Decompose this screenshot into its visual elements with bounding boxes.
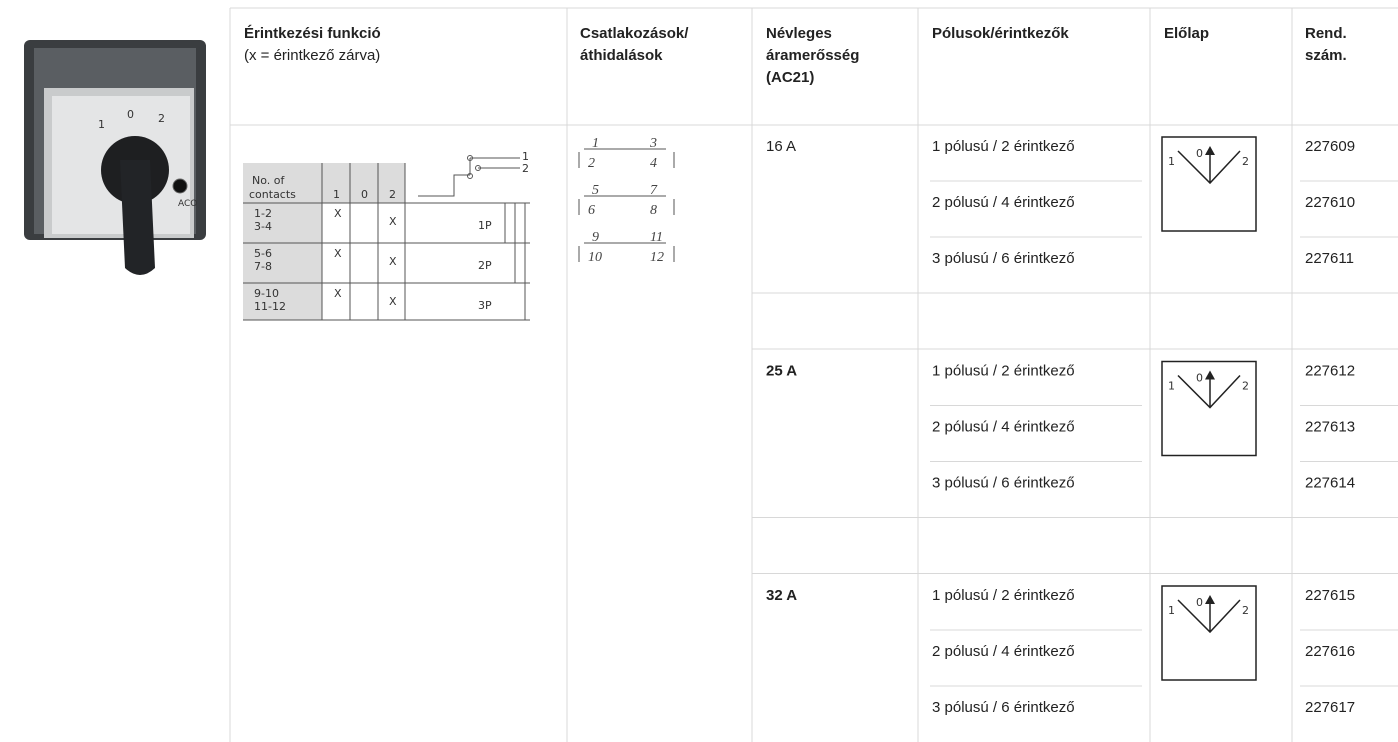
- header-order: szám.: [1305, 47, 1347, 64]
- current-label: 32 A: [766, 587, 797, 604]
- switch-label: 2: [522, 162, 529, 175]
- header-current: (AC21): [766, 69, 814, 86]
- front-plate-label: 0: [1196, 372, 1203, 385]
- contact-mark: X: [389, 255, 397, 268]
- terminal-frame: [578, 152, 675, 168]
- terminal-label: 8: [650, 203, 657, 218]
- header-connections: áthidalások: [580, 47, 663, 64]
- terminal-label: 2: [588, 156, 595, 171]
- order-number: 227610: [1305, 194, 1355, 211]
- front-plate-label: 2: [1242, 380, 1249, 393]
- header-poles: Pólusok/érintkezők: [932, 25, 1069, 42]
- order-number: 227609: [1305, 138, 1355, 155]
- function-diagram: [243, 155, 530, 321]
- product-image: 1 0 2 ACO: [24, 40, 206, 275]
- order-number: 227617: [1305, 699, 1355, 716]
- front-plate-label: 1: [1168, 604, 1175, 617]
- header-current: áramerősség: [766, 47, 859, 64]
- dial-label: 0: [127, 108, 134, 121]
- header-function: Érintkezési funkció: [244, 25, 381, 42]
- position-label: 2: [389, 188, 396, 201]
- header-current: Névleges: [766, 25, 832, 42]
- front-plate-arrow: [1205, 146, 1215, 155]
- order-number: 227613: [1305, 419, 1355, 436]
- poles-text: 3 pólusú / 6 érintkező: [932, 699, 1075, 716]
- front-plate-label: 0: [1196, 147, 1203, 160]
- dial-label: 1: [98, 118, 105, 131]
- contact-label: 9-10: [254, 287, 279, 300]
- terminal-label: 1: [592, 136, 599, 151]
- contact-label: 11-12: [254, 300, 286, 313]
- contact-mark: X: [389, 295, 397, 308]
- poles-text: 1 pólusú / 2 érintkező: [932, 138, 1075, 155]
- front-plate: [1161, 136, 1257, 232]
- current-label: 16 A: [766, 138, 796, 155]
- terminal-label: 3: [649, 136, 657, 151]
- dial-label: 2: [158, 112, 165, 125]
- contact-mark: X: [389, 215, 397, 228]
- contact-label: 5-6: [254, 247, 272, 260]
- contact-mark: X: [334, 247, 342, 260]
- pole-label: 1P: [478, 219, 492, 232]
- poles-text: 2 pólusú / 4 érintkező: [932, 419, 1075, 436]
- contact-label: 7-8: [254, 260, 272, 273]
- contact-label: 3-4: [254, 220, 272, 233]
- order-number: 227614: [1305, 475, 1355, 492]
- front-plate-label: 1: [1168, 155, 1175, 168]
- front-plate-label: 0: [1196, 596, 1203, 609]
- terminal-label: 5: [592, 183, 599, 198]
- current-label: 25 A: [766, 363, 797, 380]
- header-front: Előlap: [1164, 25, 1209, 42]
- poles-text: 2 pólusú / 4 érintkező: [932, 194, 1075, 211]
- front-plate-label: 2: [1242, 604, 1249, 617]
- contact-mark: X: [334, 287, 342, 300]
- front-plate-label: 2: [1242, 155, 1249, 168]
- pole-label: 3P: [478, 299, 492, 312]
- terminal-label: 9: [592, 230, 599, 245]
- terminal-label: 4: [650, 156, 657, 171]
- terminal-label: 7: [650, 183, 658, 198]
- diagram-header: No. of: [252, 174, 285, 187]
- poles-text: 2 pólusú / 4 érintkező: [932, 643, 1075, 660]
- terminal-frame: [578, 246, 675, 262]
- order-number: 227615: [1305, 587, 1355, 604]
- header-order: Rend.: [1305, 25, 1347, 42]
- order-number: 227612: [1305, 363, 1355, 380]
- order-number: 227616: [1305, 643, 1355, 660]
- poles-text: 3 pólusú / 6 érintkező: [932, 475, 1075, 492]
- poles-text: 3 pólusú / 6 érintkező: [932, 250, 1075, 267]
- contact-label: 1-2: [254, 207, 272, 220]
- header-note: (x = érintkező zárva): [244, 47, 380, 64]
- pole-label: 2P: [478, 259, 492, 272]
- switch-label: 1: [522, 150, 529, 163]
- position-label: 0: [361, 188, 368, 201]
- terminal-label: 12: [650, 250, 664, 265]
- contact-mark: X: [334, 207, 342, 220]
- brand-label: ACO: [178, 199, 197, 209]
- diagram-header: contacts: [249, 188, 296, 201]
- terminal-frame: [578, 199, 675, 215]
- poles-text: 1 pólusú / 2 érintkező: [932, 363, 1075, 380]
- front-plate-arrow: [1205, 370, 1215, 380]
- header-connections: Csatlakozások/: [580, 25, 689, 42]
- terminal-label: 11: [650, 230, 663, 245]
- front-plate-arrow: [1205, 595, 1215, 604]
- order-number: 227611: [1305, 250, 1354, 267]
- terminal-label: 6: [588, 203, 595, 218]
- position-label: 1: [333, 188, 340, 201]
- poles-text: 1 pólusú / 2 érintkező: [932, 587, 1075, 604]
- terminal-label: 10: [588, 250, 602, 265]
- front-plate-label: 1: [1168, 380, 1175, 393]
